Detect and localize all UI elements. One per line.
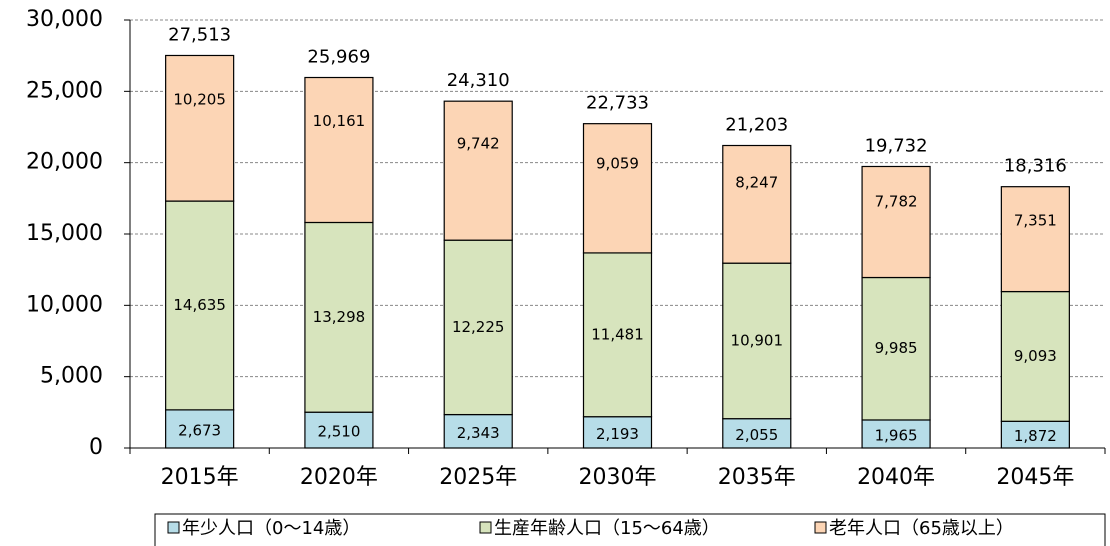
data-label: 2,510 bbox=[317, 423, 360, 441]
bar-segment bbox=[582, 416, 653, 449]
data-label: 9,742 bbox=[457, 134, 500, 152]
data-label: 2,673 bbox=[178, 421, 221, 439]
total-label: 22,733 bbox=[586, 93, 649, 114]
y-tick-label: 20,000 bbox=[26, 150, 103, 175]
bar-segment bbox=[165, 54, 235, 202]
bar-segment bbox=[1000, 186, 1070, 293]
x-tick-label: 2035年 bbox=[718, 465, 796, 490]
data-label: 12,225 bbox=[452, 318, 505, 336]
total-label: 19,732 bbox=[865, 135, 928, 156]
data-label: 13,298 bbox=[313, 308, 366, 326]
y-tick-label: 30,000 bbox=[26, 7, 103, 32]
legend-label: 老年人口（65歳以上） bbox=[829, 518, 1014, 539]
legend-box bbox=[154, 513, 1106, 546]
data-label: 14,635 bbox=[173, 296, 226, 314]
bar-segment bbox=[443, 100, 513, 241]
data-label: 9,059 bbox=[596, 154, 639, 172]
bar-segment bbox=[443, 239, 513, 416]
data-label: 2,343 bbox=[457, 424, 500, 442]
legend-label: 生産年齢人口（15～64歳） bbox=[494, 518, 720, 539]
total-label: 21,203 bbox=[725, 115, 788, 136]
data-label: 2,055 bbox=[735, 426, 778, 444]
bar-segment bbox=[165, 200, 235, 411]
total-label: 25,969 bbox=[307, 47, 370, 68]
data-label: 2,193 bbox=[596, 425, 639, 443]
bar-segment bbox=[1000, 420, 1070, 449]
total-label: 27,513 bbox=[168, 24, 231, 45]
y-tick-label: 15,000 bbox=[26, 221, 103, 246]
data-label: 11,481 bbox=[591, 325, 644, 343]
bar-segment bbox=[722, 144, 792, 264]
bar-segment bbox=[582, 252, 653, 418]
data-label: 1,965 bbox=[875, 426, 918, 444]
data-label: 1,872 bbox=[1014, 427, 1057, 445]
x-tick-label: 2030年 bbox=[579, 465, 657, 490]
data-label: 10,205 bbox=[173, 90, 226, 108]
x-tick-label: 2020年 bbox=[300, 465, 378, 490]
bar-segment bbox=[722, 262, 792, 420]
bar-segment bbox=[722, 418, 792, 449]
bar-segment bbox=[165, 409, 235, 449]
data-label: 10,161 bbox=[313, 112, 366, 130]
data-label: 10,901 bbox=[731, 331, 784, 349]
total-label: 24,310 bbox=[447, 70, 510, 91]
legend-swatch bbox=[479, 521, 492, 534]
data-label: 8,247 bbox=[735, 173, 778, 191]
bar-segment bbox=[304, 76, 374, 224]
x-tick-label: 2015年 bbox=[161, 465, 239, 490]
legend-swatch bbox=[814, 521, 827, 534]
y-tick-label: 0 bbox=[89, 435, 103, 460]
x-tick-label: 2045年 bbox=[996, 465, 1074, 490]
x-tick-label: 2040年 bbox=[857, 465, 935, 490]
data-label: 7,782 bbox=[875, 193, 918, 211]
bar-segment bbox=[582, 123, 653, 254]
total-label: 18,316 bbox=[1004, 156, 1067, 177]
legend-label: 年少人口（0～14歳） bbox=[182, 518, 360, 539]
bar-segment bbox=[861, 276, 931, 421]
data-label: 9,093 bbox=[1014, 347, 1057, 365]
y-tick-label: 25,000 bbox=[26, 78, 103, 103]
y-tick-label: 10,000 bbox=[26, 292, 103, 317]
x-tick-label: 2025年 bbox=[439, 465, 517, 490]
data-label: 9,985 bbox=[875, 339, 918, 357]
legend-swatch bbox=[167, 521, 180, 534]
data-label: 7,351 bbox=[1014, 211, 1057, 229]
bar-segment bbox=[861, 165, 931, 279]
y-tick-label: 5,000 bbox=[40, 364, 103, 389]
